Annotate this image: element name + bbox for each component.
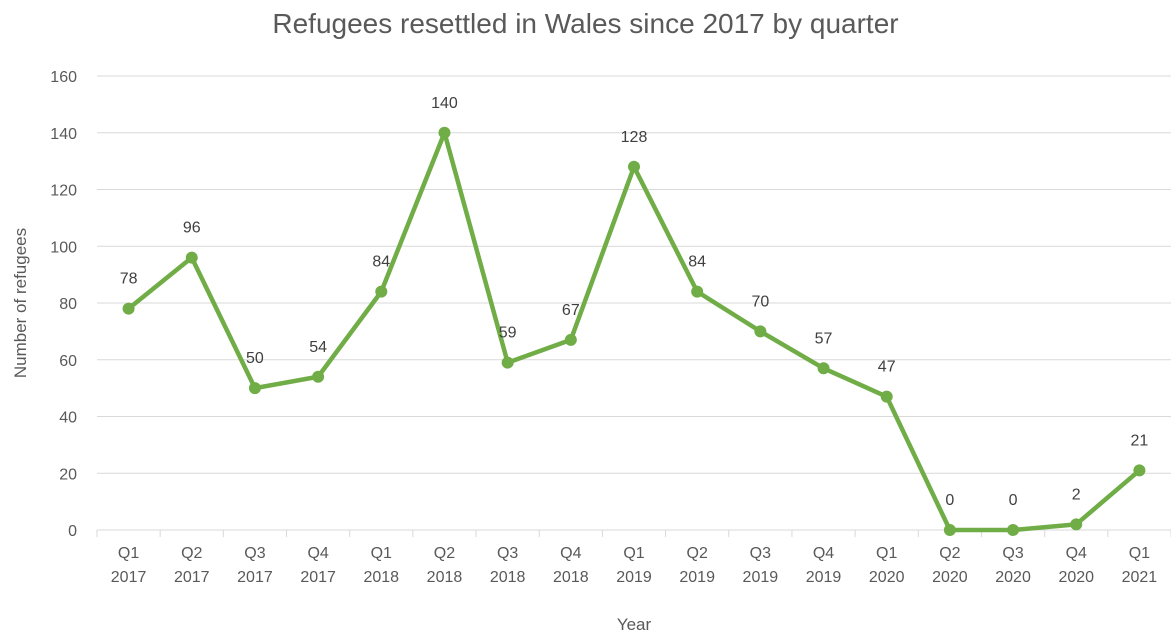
x-tick-label-year: 2020 <box>869 569 905 586</box>
x-tick-label-quarter: Q1 <box>118 545 139 562</box>
y-tick-label: 160 <box>50 69 77 86</box>
y-tick-label: 100 <box>50 239 77 256</box>
x-tick-label-year: 2018 <box>363 569 399 586</box>
x-tick-label-quarter: Q1 <box>876 545 897 562</box>
x-tick-label-quarter: Q2 <box>687 545 708 562</box>
data-label: 128 <box>621 129 648 146</box>
data-label: 59 <box>499 325 517 342</box>
x-tick-label-year: 2019 <box>806 569 842 586</box>
data-label: 0 <box>1009 492 1018 509</box>
data-label: 50 <box>246 350 264 367</box>
x-tick-label-year: 2018 <box>553 569 589 586</box>
data-point <box>691 285 704 298</box>
x-tick-label-year: 2018 <box>427 569 463 586</box>
x-tick-label-quarter: Q1 <box>371 545 392 562</box>
data-label: 67 <box>562 302 580 319</box>
x-axis-title: Year <box>617 615 652 634</box>
y-axis-title: Number of refugees <box>11 228 30 378</box>
axes: 020406080100120140160Q12017Q22017Q32017Q… <box>50 69 1171 586</box>
y-tick-label: 0 <box>68 523 77 540</box>
series-line <box>126 130 1142 533</box>
x-tick-label-year: 2019 <box>616 569 652 586</box>
data-label: 21 <box>1131 432 1149 449</box>
x-tick-label-year: 2020 <box>1058 569 1094 586</box>
x-tick-label-year: 2018 <box>490 569 526 586</box>
x-tick-label-quarter: Q4 <box>1066 545 1087 562</box>
x-tick-label-quarter: Q4 <box>307 545 328 562</box>
data-point <box>817 362 830 375</box>
x-tick-label-quarter: Q3 <box>244 545 265 562</box>
data-label: 140 <box>431 95 458 112</box>
x-tick-label-year: 2020 <box>932 569 968 586</box>
x-tick-label-quarter: Q2 <box>434 545 455 562</box>
data-label: 96 <box>183 220 201 237</box>
x-tick-label-year: 2019 <box>743 569 779 586</box>
x-tick-label-year: 2017 <box>300 569 336 586</box>
data-point <box>880 390 893 403</box>
chart-title: Refugees resettled in Wales since 2017 b… <box>272 8 899 39</box>
data-labels: 78 96 50 54 84 140 59 67 128 84 70 57 47 0 0 2 21 <box>120 95 1149 509</box>
y-tick-label: 20 <box>59 466 77 483</box>
x-tick-label-quarter: Q1 <box>623 545 644 562</box>
x-tick-label-quarter: Q3 <box>1002 545 1023 562</box>
data-point <box>754 325 767 338</box>
data-point <box>248 382 261 395</box>
data-label: 57 <box>815 330 833 347</box>
series-refugees <box>122 126 1146 536</box>
x-tick-label-quarter: Q2 <box>181 545 202 562</box>
y-tick-label: 40 <box>59 410 77 427</box>
x-tick-label-year: 2020 <box>995 569 1031 586</box>
data-point <box>501 356 514 369</box>
x-tick-label-quarter: Q4 <box>813 545 834 562</box>
gridlines <box>97 75 1171 474</box>
x-tick-label-quarter: Q3 <box>497 545 518 562</box>
x-tick-label-quarter: Q1 <box>1129 545 1150 562</box>
y-tick-label: 120 <box>50 183 77 200</box>
data-point <box>312 370 325 383</box>
data-label: 84 <box>372 254 390 271</box>
x-tick-label-quarter: Q3 <box>750 545 771 562</box>
x-tick-label-year: 2021 <box>1122 569 1158 586</box>
x-tick-label-quarter: Q4 <box>560 545 581 562</box>
data-point <box>122 302 135 315</box>
x-tick-label-year: 2017 <box>237 569 273 586</box>
y-tick-label: 80 <box>59 296 77 313</box>
data-point <box>628 160 640 173</box>
data-point <box>1070 518 1083 531</box>
y-tick-label: 140 <box>50 126 77 143</box>
x-tick-label-year: 2017 <box>111 569 147 586</box>
data-point <box>1133 464 1146 477</box>
data-point <box>1007 524 1020 536</box>
data-label: 54 <box>309 339 327 356</box>
data-label: 0 <box>945 492 954 509</box>
data-point <box>185 251 198 264</box>
data-point <box>438 126 451 139</box>
data-label: 70 <box>751 293 769 310</box>
data-label: 78 <box>120 271 138 288</box>
data-point <box>564 333 577 346</box>
data-label: 84 <box>688 254 706 271</box>
x-tick-label-quarter: Q2 <box>939 545 960 562</box>
data-label: 47 <box>878 359 896 376</box>
data-point <box>375 285 388 298</box>
x-tick-label-year: 2017 <box>174 569 210 586</box>
x-tick-label-year: 2019 <box>679 569 715 586</box>
data-point <box>943 524 956 536</box>
data-label: 2 <box>1072 486 1081 503</box>
y-tick-label: 60 <box>59 353 77 370</box>
